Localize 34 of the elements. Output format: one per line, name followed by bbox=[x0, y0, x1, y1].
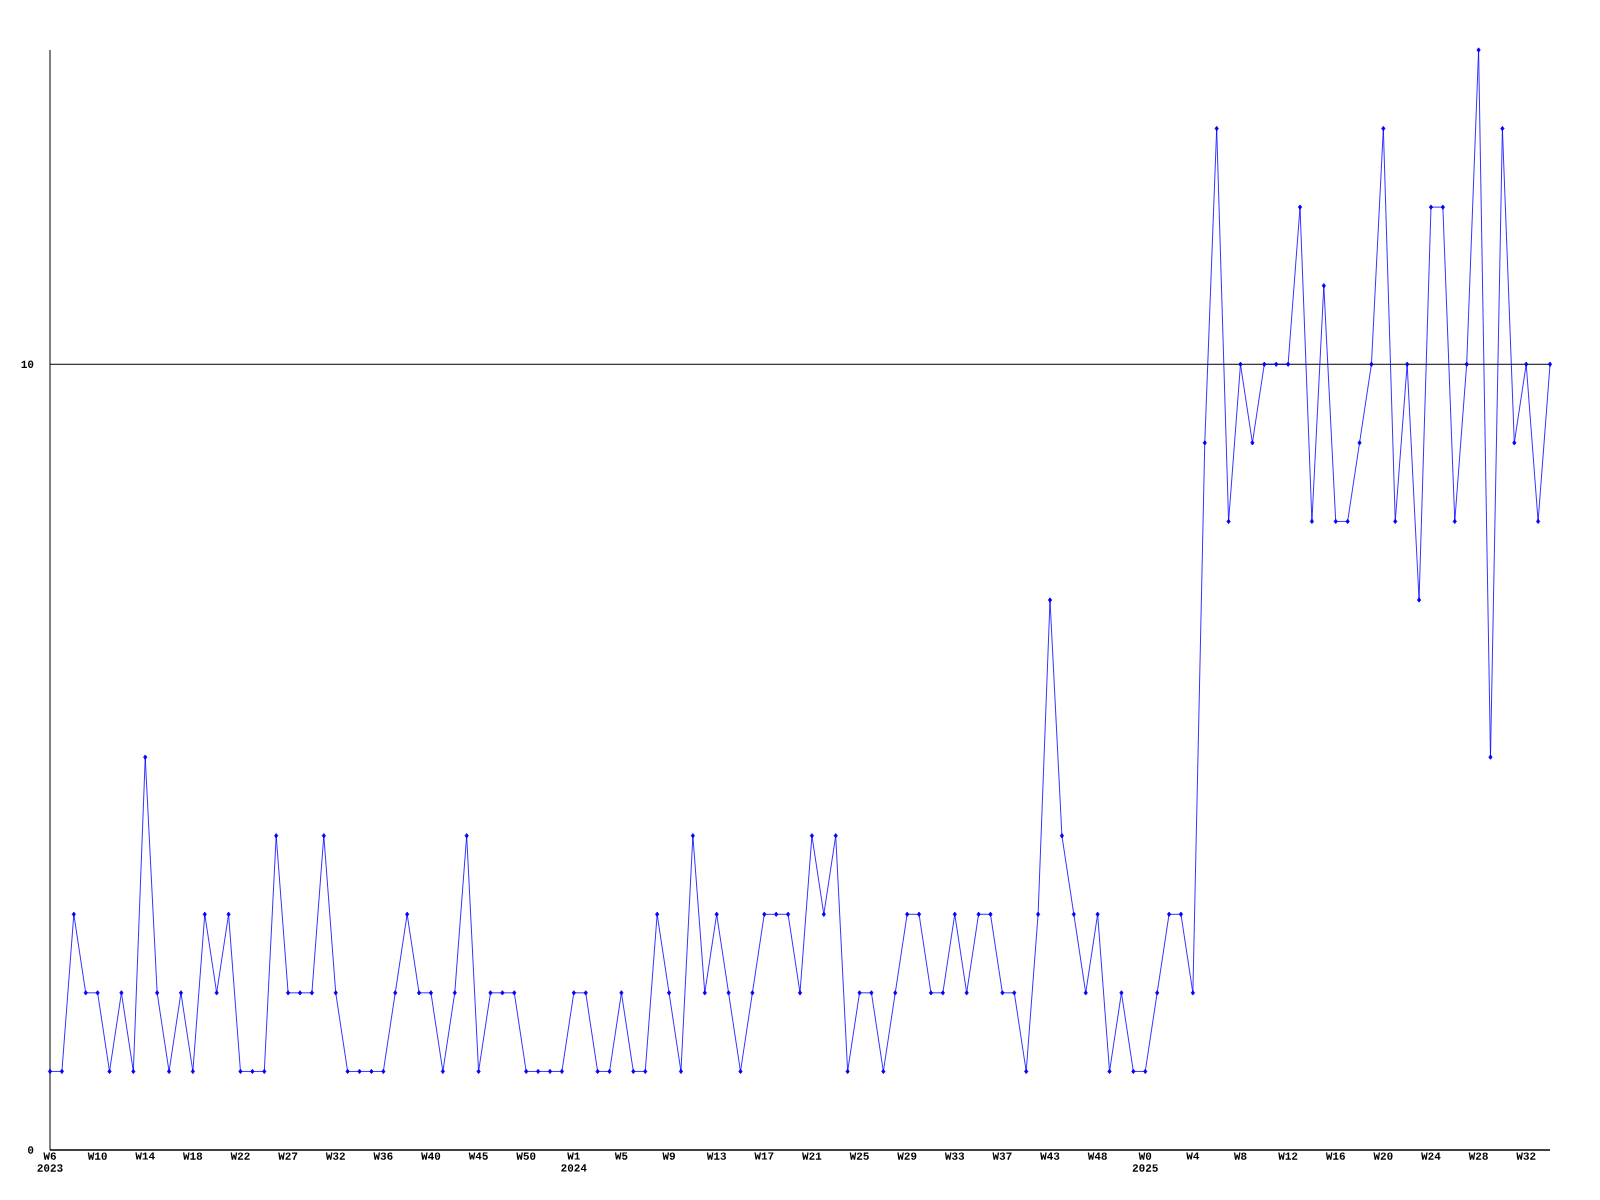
x-tick-label: W18 bbox=[182, 1152, 203, 1160]
x-tick-label: W43 bbox=[1040, 1152, 1060, 1160]
x-tick-label: W27 bbox=[278, 1152, 298, 1160]
x-tick-label: W12 bbox=[1278, 1152, 1298, 1160]
x-tick-label: W1 2024 bbox=[561, 1152, 587, 1172]
x-tick-label: W21 bbox=[802, 1152, 822, 1160]
x-tick-label: W0 2025 bbox=[1132, 1152, 1158, 1172]
x-tick-label: W24 bbox=[1421, 1152, 1441, 1160]
y-tick-label: 0 bbox=[28, 1146, 34, 1154]
x-tick-label: W32 bbox=[325, 1152, 345, 1160]
x-tick-label: W14 bbox=[135, 1152, 155, 1160]
x-tick-label: W45 bbox=[468, 1152, 488, 1160]
x-tick-label: W48 bbox=[1087, 1152, 1107, 1160]
x-tick-label: W13 bbox=[706, 1152, 726, 1160]
x-tick-label: W32 bbox=[1516, 1152, 1536, 1160]
x-tick-label: W28 bbox=[1468, 1152, 1488, 1160]
y-tick-label: 10 bbox=[21, 360, 34, 368]
x-tick-label: W20 bbox=[1373, 1152, 1393, 1160]
x-tick-label: W17 bbox=[754, 1152, 774, 1160]
x-tick-label: W37 bbox=[992, 1152, 1012, 1160]
x-tick-label: W36 bbox=[373, 1152, 393, 1160]
x-tick-label: W25 bbox=[849, 1152, 869, 1160]
x-tick-label: W4 bbox=[1186, 1152, 1200, 1160]
x-tick-label: W10 bbox=[87, 1152, 107, 1160]
x-tick-label: W9 bbox=[662, 1152, 675, 1160]
x-tick-label: W33 bbox=[944, 1152, 965, 1160]
x-tick-label: W50 bbox=[516, 1152, 536, 1160]
x-tick-label: W8 bbox=[1233, 1152, 1247, 1160]
x-tick-label: W6 2023 bbox=[37, 1152, 63, 1172]
x-tick-label: W16 bbox=[1325, 1152, 1345, 1160]
x-tick-label: W5 bbox=[614, 1152, 628, 1160]
x-tick-label: W29 bbox=[897, 1152, 917, 1160]
x-tick-label: W22 bbox=[230, 1152, 250, 1160]
x-tick-label: W40 bbox=[421, 1152, 441, 1160]
